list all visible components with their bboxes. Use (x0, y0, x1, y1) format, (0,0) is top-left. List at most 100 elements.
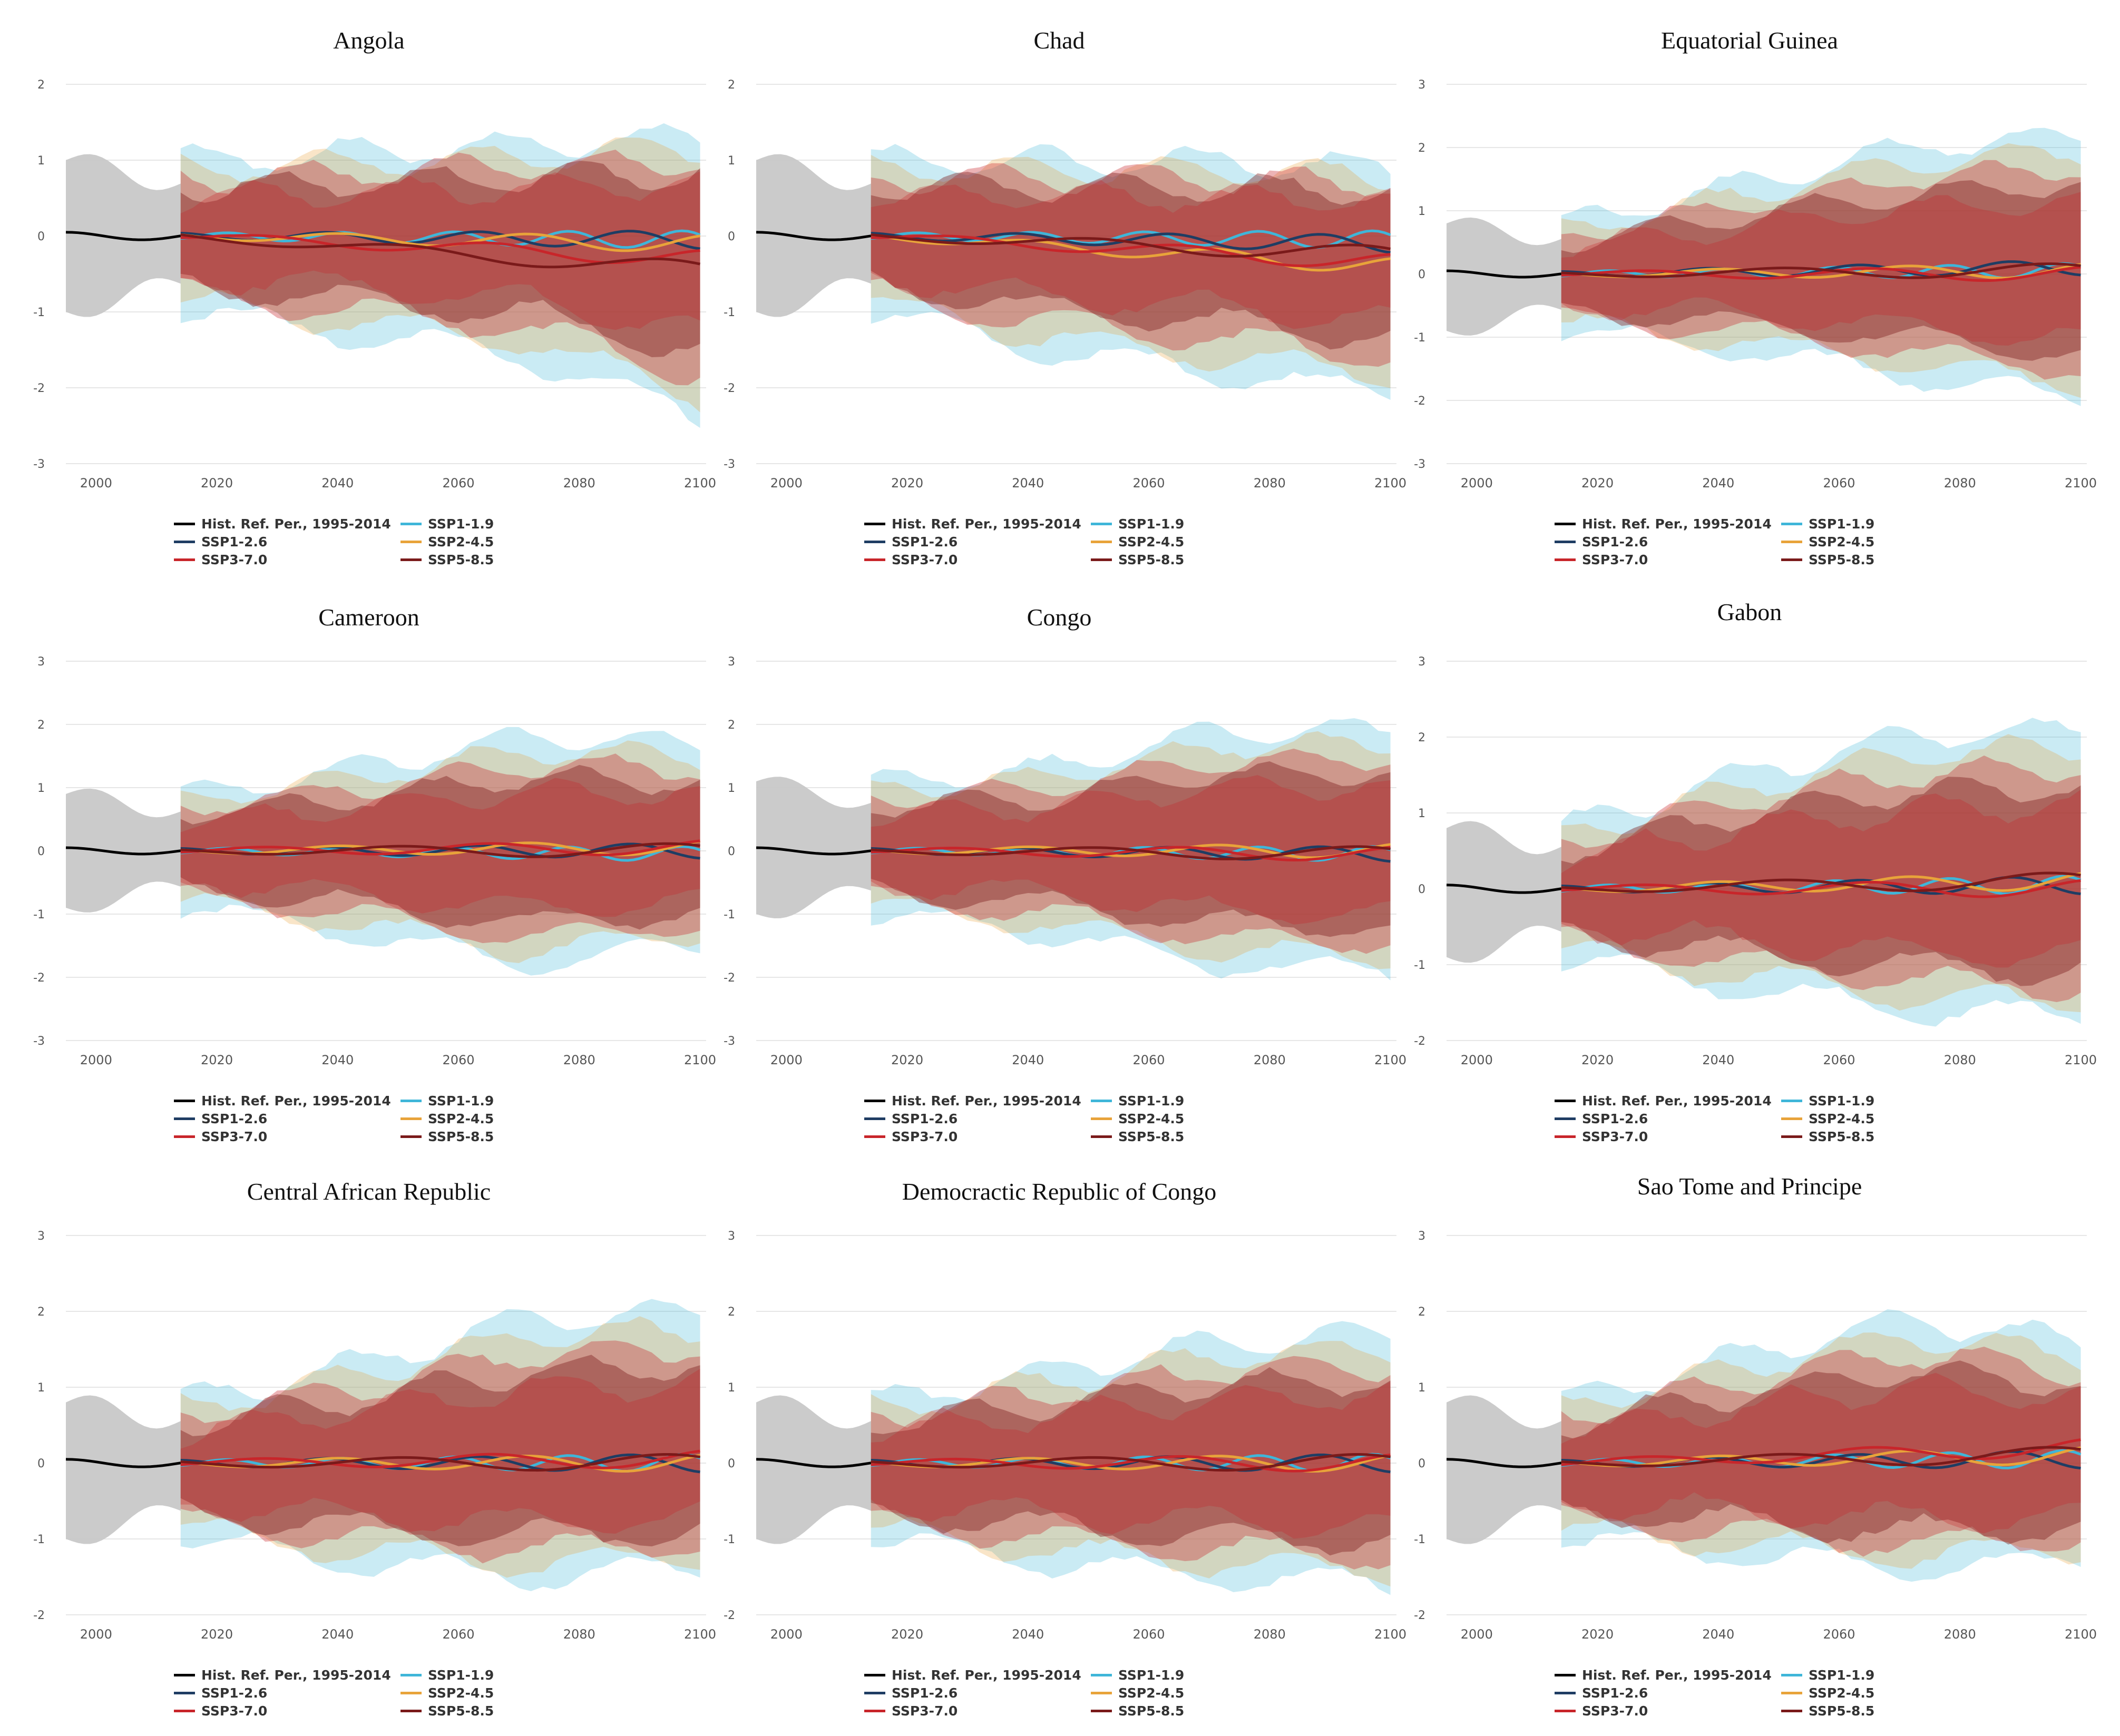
legend-item: Hist. Ref. Per., 1995-2014 (1555, 1093, 1772, 1109)
chart-panel: Cameroon -3 -2 -1 0 1 2 3 2000 2020 2040 2060 2080 21… (21, 593, 717, 1162)
y-tick-label: -1 (1414, 1533, 1425, 1546)
y-tick-label: -1 (33, 306, 45, 319)
y-tick-label: -3 (724, 458, 735, 471)
chart-plot: -3 -2 -1 0 1 2 2000 2020 2040 2060 2080 2100 (724, 79, 1406, 491)
legend-swatch (1091, 1100, 1112, 1102)
legend-item: SSP2-4.5 (1781, 534, 1874, 550)
legend-swatch (174, 1710, 195, 1712)
legend-item: SSP3-7.0 (174, 1129, 267, 1144)
y-tick-label: -1 (724, 908, 735, 921)
y-tick-label: 1 (1418, 205, 1425, 218)
legend-swatch (1555, 1692, 1576, 1694)
y-tick-label: 3 (37, 1230, 45, 1243)
series-line-ssp370 (1561, 266, 2081, 282)
y-tick-label: 2 (37, 719, 45, 732)
legend-label: SSP1-1.9 (1809, 1093, 1875, 1109)
historical-band (66, 1395, 181, 1544)
historical-line (756, 231, 872, 241)
x-tick-label: 2020 (1581, 1053, 1614, 1067)
series-line-ssp585 (1561, 871, 2081, 893)
y-tick-label: -1 (724, 1533, 735, 1546)
legend-label: SSP2-4.5 (1118, 1685, 1185, 1701)
x-tick-label: 2100 (684, 1053, 716, 1067)
legend-swatch (864, 523, 885, 525)
scenario-band (1561, 1332, 2081, 1569)
x-tick-label: 2080 (1944, 1627, 1976, 1642)
legend-item: SSP1-2.6 (1555, 1685, 1648, 1701)
legend-label: SSP5-8.5 (1809, 552, 1875, 567)
legend-swatch (1555, 1710, 1576, 1712)
y-tick-label: 3 (1418, 1230, 1425, 1243)
historical-band (66, 154, 181, 317)
legend-swatch (1781, 1674, 1802, 1676)
legend-item: SSP5-8.5 (1781, 1703, 1874, 1719)
x-tick-label: 2080 (1254, 476, 1286, 491)
legend-item: SSP2-4.5 (400, 1685, 494, 1701)
scenario-band (180, 150, 700, 386)
legend-item: SSP1-1.9 (1781, 516, 1874, 532)
legend-item: Hist. Ref. Per., 1995-2014 (174, 516, 391, 532)
legend-item: SSP5-8.5 (400, 1129, 494, 1144)
chart-plot: -2 -1 0 1 2 3 2000 2020 2040 2060 2080 2100 (724, 1230, 1406, 1642)
legend-swatch (1781, 1135, 1802, 1138)
scenario-band (180, 1316, 700, 1578)
legend-item: SSP3-7.0 (864, 1129, 958, 1144)
x-tick-label: 2020 (201, 476, 233, 491)
y-tick-label: -1 (33, 908, 45, 921)
y-tick-label: 2 (728, 79, 735, 92)
legend-swatch (1091, 1692, 1112, 1694)
legend-label: SSP5-8.5 (1118, 1129, 1185, 1144)
x-tick-label: 2020 (201, 1627, 233, 1642)
historical-line (756, 1458, 872, 1468)
legend-item: SSP5-8.5 (400, 1703, 494, 1719)
legend-label: SSP1-2.6 (892, 1685, 958, 1701)
legend-item: SSP3-7.0 (864, 1703, 958, 1719)
series-line-ssp370 (871, 234, 1391, 268)
x-tick-label: 2060 (443, 476, 475, 491)
x-tick-label: 2020 (1581, 1627, 1614, 1642)
x-tick-label: 2020 (891, 1627, 923, 1642)
scenario-band (180, 1299, 700, 1592)
x-tick-label: 2080 (563, 1053, 595, 1067)
legend-swatch (1781, 541, 1802, 543)
legend-item: SSP1-2.6 (1555, 1111, 1648, 1126)
legend-label: Hist. Ref. Per., 1995-2014 (892, 516, 1081, 532)
series-line-ssp370 (871, 1453, 1391, 1473)
historical-band (1447, 1395, 1561, 1544)
series-line-ssp126 (871, 231, 1391, 254)
x-tick-label: 2000 (80, 1627, 112, 1642)
series-line-ssp245 (871, 843, 1391, 859)
legend-label: SSP1-2.6 (201, 1111, 268, 1126)
chart-plot: -2 -1 0 1 2 3 2000 2020 2040 2060 2080 2100 (1414, 655, 2097, 1067)
y-tick-label: -2 (724, 382, 735, 395)
legend-swatch (400, 1692, 422, 1694)
legend-swatch (864, 1674, 885, 1676)
legend-swatch (1555, 523, 1576, 525)
legend-label: SSP1-2.6 (201, 534, 268, 550)
scenario-band (180, 1340, 700, 1564)
y-tick-label: 2 (37, 79, 45, 92)
y-tick-label: -1 (724, 306, 735, 319)
legend-item: SSP3-7.0 (174, 1703, 267, 1719)
y-tick-label: 0 (728, 230, 735, 243)
x-tick-label: 2060 (1133, 1053, 1165, 1067)
series-line-ssp585 (180, 233, 701, 269)
y-tick-label: 0 (37, 230, 45, 243)
series-line-ssp245 (1561, 872, 2082, 893)
legend-swatch (400, 541, 422, 543)
x-tick-label: 2080 (1944, 1053, 1976, 1067)
x-tick-label: 2020 (201, 1053, 233, 1067)
legend-swatch (174, 1100, 195, 1102)
historical-line (1446, 1458, 1562, 1468)
y-tick-label: 0 (37, 1457, 45, 1470)
legend-item: Hist. Ref. Per., 1995-2014 (1555, 516, 1772, 532)
x-tick-label: 2080 (1254, 1053, 1286, 1067)
historical-line (756, 846, 872, 856)
chart-panel: Central African Republic -2 -1 0 1 2 3 2000 2020… (21, 1167, 717, 1736)
legend-label: SSP5-8.5 (428, 1129, 494, 1144)
legend-item: SSP5-8.5 (400, 552, 494, 567)
legend-swatch (1781, 1710, 1802, 1712)
scenario-band (1561, 718, 2081, 1027)
legend-label: SSP5-8.5 (1118, 1703, 1185, 1719)
legend-swatch (1781, 1117, 1802, 1120)
